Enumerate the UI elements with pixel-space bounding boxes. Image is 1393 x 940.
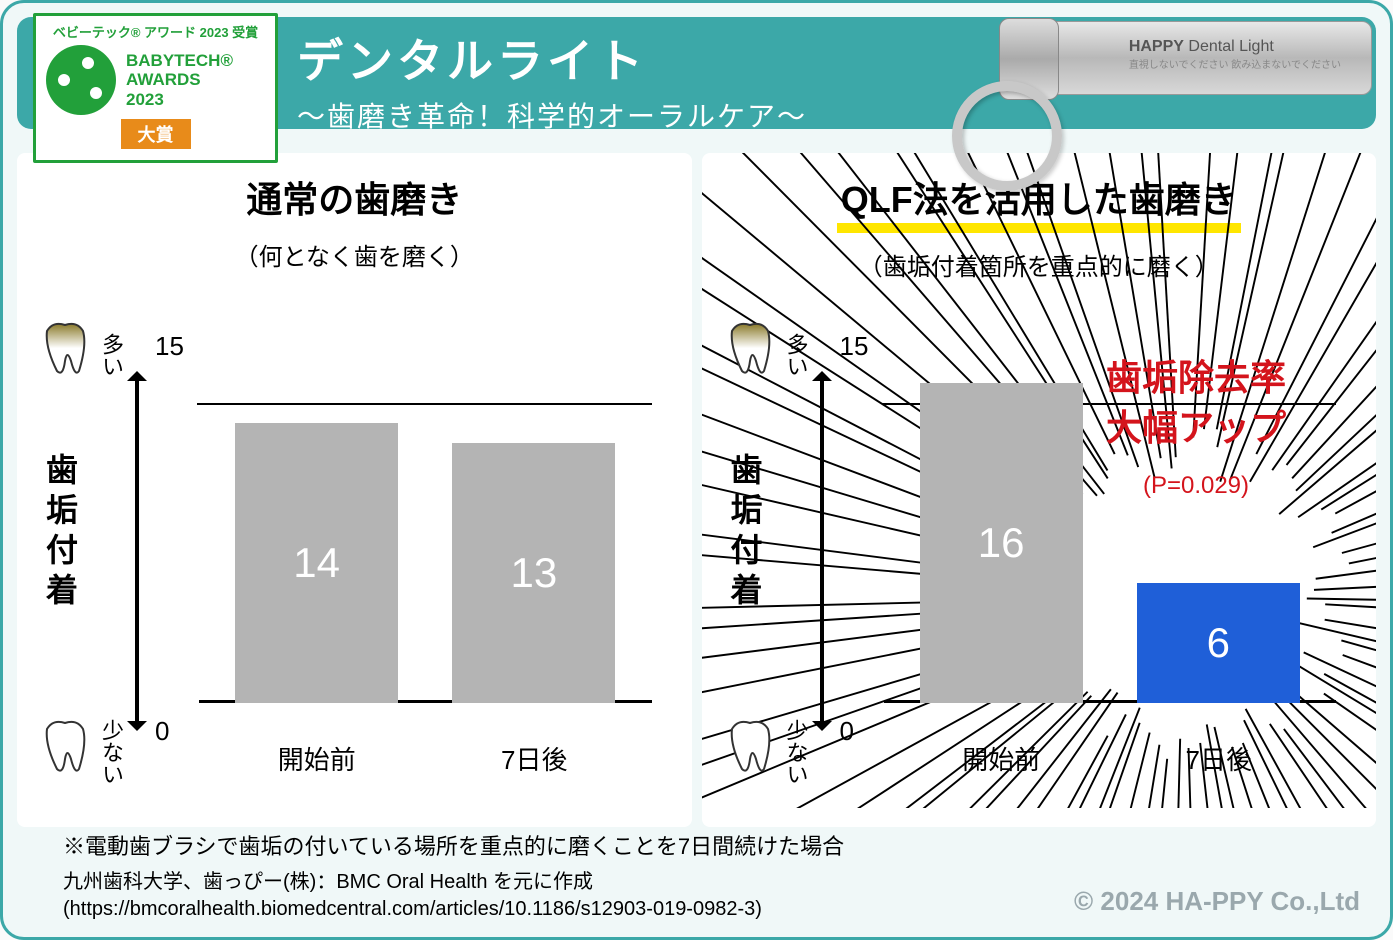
device-name: Dental Light	[1188, 38, 1273, 55]
right-xlabel-1: 7日後	[1169, 740, 1269, 777]
tooth-clean-icon	[41, 719, 89, 775]
scale-high-label: 多い	[780, 333, 812, 377]
left-xlabel-1: 7日後	[484, 740, 584, 777]
callout-pvalue: (P=0.029)	[1046, 472, 1346, 500]
source-citation: 九州歯科大学、歯っぴー(株)：BMC Oral Health を元に作成 (ht…	[63, 869, 762, 923]
tooth-dirty-icon	[41, 321, 89, 377]
ytick-min: 0	[840, 716, 854, 747]
device-brand: HAPPY	[1129, 38, 1184, 55]
scale-high-label: 多い	[95, 333, 127, 377]
left-plot: 1413	[199, 343, 652, 703]
tooth-dirty-icon	[726, 321, 774, 377]
bar: 14	[235, 423, 398, 703]
ytick-min: 0	[155, 716, 169, 747]
left-chart-title: 通常の歯磨き	[27, 171, 682, 223]
ytick-max: 15	[155, 331, 184, 362]
chart-panels: 通常の歯磨き （何となく歯を磨く） 多い 少ない 歯垢付着 15 0 1413	[17, 153, 1376, 827]
callout-line2: 大幅アップ	[1046, 403, 1346, 453]
tooth-clean-icon	[726, 719, 774, 775]
device-graphic: HAPPY Dental Light 直視しないでください 飲み込まないでくださ…	[992, 21, 1372, 211]
scale-arrow-icon	[820, 375, 824, 727]
y-axis-label: 歯垢付着	[722, 453, 768, 613]
award-text: BABYTECH® AWARDS 2023	[126, 51, 233, 110]
panel-qlf-brushing: QLF法を活用した歯磨き （歯垢付着箇所を重点的に磨く） 多い 少ない 歯垢付着…	[702, 153, 1377, 827]
scale-arrow-icon	[135, 375, 139, 727]
scale-low-label: 少ない	[95, 719, 127, 785]
footnote: ※電動歯ブラシで歯垢の付いている場所を重点的に磨くことを7日間続けた場合	[63, 829, 844, 861]
award-badge: ベビーテック® アワード 2023 受賞 BABYTECH® AWARDS 20…	[33, 13, 278, 163]
award-top-text: ベビーテック® アワード 2023 受賞	[46, 22, 265, 41]
award-logo-icon	[46, 45, 116, 115]
left-chart-subtitle: （何となく歯を磨く）	[27, 237, 682, 272]
y-axis-label: 歯垢付着	[37, 453, 83, 613]
right-chart-subtitle: （歯垢付着箇所を重点的に磨く）	[712, 247, 1367, 282]
bar: 13	[452, 443, 615, 703]
page: デンタルライト ～歯磨き革命！科学的オーラルケア～ ベビーテック® アワード 2…	[0, 0, 1393, 940]
device-sub: 直視しないでください 飲み込まないでください	[1129, 56, 1341, 71]
award-prize: 大賞	[121, 119, 191, 149]
callout-line1: 歯垢除去率	[1046, 353, 1346, 403]
bar: 6	[1137, 583, 1300, 703]
callout-improvement: 歯垢除去率 大幅アップ (P=0.029)	[1046, 353, 1346, 500]
left-chart-area: 多い 少ない 歯垢付着 15 0 1413 開始前 7日後	[37, 303, 672, 807]
ytick-max: 15	[840, 331, 869, 362]
left-xlabel-0: 開始前	[267, 740, 367, 777]
right-xlabel-0: 開始前	[951, 740, 1051, 777]
panel-normal-brushing: 通常の歯磨き （何となく歯を磨く） 多い 少ない 歯垢付着 15 0 1413	[17, 153, 692, 827]
keyring-icon	[952, 81, 1062, 191]
scale-low-label: 少ない	[780, 719, 812, 785]
copyright: © 2024 HA-PPY Co.,Ltd	[1074, 886, 1360, 917]
